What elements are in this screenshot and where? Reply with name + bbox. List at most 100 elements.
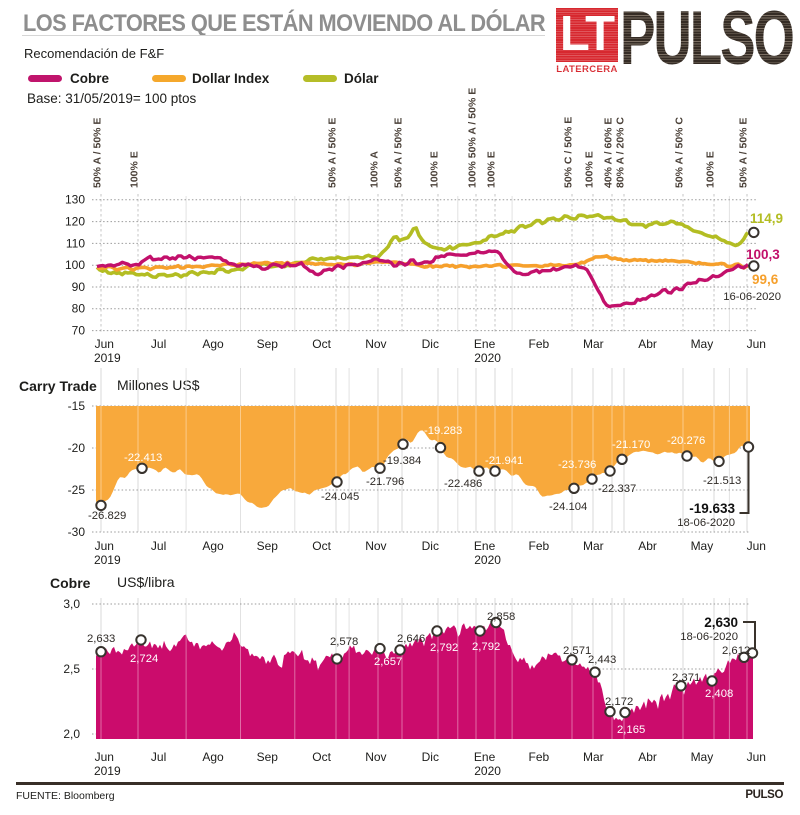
svg-text:-24.104: -24.104 — [549, 501, 587, 513]
svg-text:-19.633: -19.633 — [689, 501, 735, 516]
svg-text:Oct: Oct — [312, 750, 331, 764]
svg-text:100% E: 100% E — [129, 151, 141, 188]
svg-text:-20: -20 — [68, 441, 86, 455]
svg-text:Abr: Abr — [638, 539, 657, 553]
svg-text:50% A / 50% E: 50% A / 50% E — [327, 118, 339, 188]
svg-text:Ene: Ene — [474, 539, 496, 553]
svg-text:80: 80 — [72, 302, 86, 316]
svg-text:Nov: Nov — [365, 539, 386, 553]
svg-text:2020: 2020 — [474, 351, 501, 365]
svg-text:May: May — [691, 539, 714, 553]
svg-text:Nov: Nov — [365, 337, 386, 351]
svg-text:80% A / 20% C: 80% A / 20% C — [615, 117, 627, 188]
svg-text:40% A / 60% E: 40% A / 60% E — [603, 118, 615, 188]
svg-text:2,724: 2,724 — [130, 653, 158, 665]
svg-text:2,165: 2,165 — [617, 724, 645, 736]
svg-text:99,6: 99,6 — [752, 272, 779, 287]
svg-text:100% 50% A / 50% E: 100% 50% A / 50% E — [467, 88, 479, 188]
svg-text:2,408: 2,408 — [705, 688, 733, 700]
svg-text:-21.513: -21.513 — [703, 475, 741, 487]
svg-text:2,443: 2,443 — [588, 654, 616, 666]
svg-text:2,578: 2,578 — [330, 636, 358, 648]
svg-text:Dic: Dic — [422, 337, 439, 351]
svg-text:-22.486: -22.486 — [444, 478, 482, 490]
svg-text:Mar: Mar — [583, 539, 604, 553]
svg-text:-15: -15 — [68, 399, 86, 413]
svg-text:May: May — [691, 337, 714, 351]
svg-text:Jul: Jul — [151, 539, 166, 553]
svg-text:-26.829: -26.829 — [88, 510, 126, 522]
svg-text:Jul: Jul — [151, 750, 166, 764]
svg-text:Jun: Jun — [747, 539, 766, 553]
svg-text:-22.413: -22.413 — [124, 452, 162, 464]
svg-text:114,9: 114,9 — [750, 211, 783, 226]
svg-text:Jul: Jul — [151, 337, 166, 351]
svg-text:Dic: Dic — [422, 750, 439, 764]
svg-text:-21.941: -21.941 — [485, 455, 523, 467]
svg-text:2,792: 2,792 — [430, 642, 458, 654]
svg-text:Jun: Jun — [95, 539, 114, 553]
svg-text:100% E: 100% E — [486, 151, 498, 188]
svg-text:100: 100 — [65, 258, 85, 272]
svg-text:Mar: Mar — [583, 337, 604, 351]
svg-text:2,630: 2,630 — [704, 615, 738, 630]
svg-text:16-06-2020: 16-06-2020 — [723, 291, 781, 303]
svg-text:100,3: 100,3 — [746, 247, 780, 262]
svg-text:2,646: 2,646 — [397, 633, 425, 645]
svg-text:2019: 2019 — [94, 764, 121, 778]
svg-text:2,0: 2,0 — [63, 727, 80, 741]
svg-text:Nov: Nov — [365, 750, 386, 764]
svg-text:Jun: Jun — [747, 750, 766, 764]
svg-text:Jun: Jun — [747, 337, 766, 351]
svg-text:Feb: Feb — [529, 539, 550, 553]
svg-text:Feb: Feb — [529, 750, 550, 764]
svg-text:-20.276: -20.276 — [667, 435, 705, 447]
svg-text:Mar: Mar — [583, 750, 604, 764]
svg-text:Sep: Sep — [257, 539, 279, 553]
svg-text:2,571: 2,571 — [563, 645, 591, 657]
svg-text:Ago: Ago — [202, 750, 224, 764]
svg-text:Ago: Ago — [202, 539, 224, 553]
svg-text:100% E: 100% E — [705, 151, 717, 188]
svg-text:2,633: 2,633 — [87, 633, 115, 645]
svg-text:2,371: 2,371 — [672, 672, 700, 684]
svg-text:50% A / 50% E: 50% A / 50% E — [738, 118, 750, 188]
svg-text:Ene: Ene — [474, 337, 496, 351]
svg-text:2,792: 2,792 — [472, 641, 500, 653]
svg-text:May: May — [691, 750, 714, 764]
svg-text:-25: -25 — [68, 483, 86, 497]
svg-text:Ene: Ene — [474, 750, 496, 764]
svg-text:50% A / 50% C: 50% A / 50% C — [674, 117, 686, 188]
svg-text:Abr: Abr — [638, 337, 657, 351]
svg-text:100% E: 100% E — [584, 151, 596, 188]
svg-text:2019: 2019 — [94, 553, 121, 567]
svg-text:-21.796: -21.796 — [366, 476, 404, 488]
svg-text:Sep: Sep — [257, 337, 279, 351]
svg-text:130: 130 — [65, 193, 85, 207]
svg-text:Oct: Oct — [312, 539, 331, 553]
svg-text:-21.170: -21.170 — [612, 439, 650, 451]
svg-text:2020: 2020 — [474, 764, 501, 778]
svg-text:2,612: 2,612 — [722, 645, 750, 657]
svg-text:2,858: 2,858 — [487, 611, 515, 623]
svg-text:90: 90 — [72, 280, 86, 294]
svg-text:-19.384: -19.384 — [383, 455, 421, 467]
svg-text:3,0: 3,0 — [63, 597, 80, 611]
svg-text:Feb: Feb — [529, 337, 550, 351]
svg-text:2,657: 2,657 — [374, 656, 402, 668]
svg-text:100% E: 100% E — [429, 151, 441, 188]
svg-text:-23.736: -23.736 — [558, 459, 596, 471]
svg-text:Jun: Jun — [95, 337, 114, 351]
svg-text:-30: -30 — [68, 525, 86, 539]
svg-text:50% A / 50% E: 50% A / 50% E — [393, 118, 405, 188]
svg-text:-22.337: -22.337 — [598, 483, 636, 495]
svg-text:Dic: Dic — [422, 539, 439, 553]
svg-text:100% A: 100% A — [369, 151, 381, 188]
svg-text:50% A / 50% E: 50% A / 50% E — [92, 118, 104, 188]
svg-text:110: 110 — [66, 236, 85, 250]
svg-text:Oct: Oct — [312, 337, 331, 351]
svg-text:Ago: Ago — [202, 337, 224, 351]
svg-text:18-06-2020: 18-06-2020 — [677, 517, 735, 529]
svg-text:18-06-2020: 18-06-2020 — [680, 631, 738, 643]
svg-text:2,172: 2,172 — [605, 696, 633, 708]
